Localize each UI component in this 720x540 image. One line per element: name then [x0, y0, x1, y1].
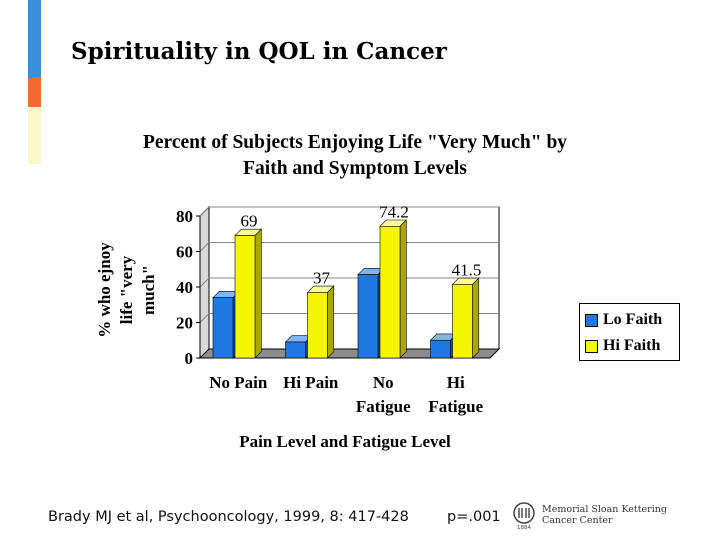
logo-line-2: Cancer Center: [542, 515, 613, 526]
y-axis-label: much": [139, 265, 158, 315]
chart-title: Percent of Subjects Enjoying Life "Very …: [100, 130, 610, 182]
gridline-depth: [199, 277, 210, 288]
bar: [285, 341, 306, 359]
data-label: 37: [313, 268, 331, 287]
accent-bar-orange: [28, 77, 41, 107]
x-tick-label: No Pain: [209, 373, 268, 392]
x-tick-label: Fatigue: [428, 397, 483, 416]
y-tick-label: 60: [176, 243, 193, 262]
bar: [212, 297, 234, 359]
x-tick-label: Fatigue: [356, 397, 411, 416]
accent-bar-blue: [28, 0, 41, 77]
accent-bar-cream: [28, 107, 41, 164]
slide-title: Spirituality in QOL in Cancer: [71, 38, 447, 65]
gridline-depth: [199, 242, 210, 252]
data-label: 74.2: [379, 202, 409, 221]
logo-line-1: Memorial Sloan Kettering: [542, 504, 667, 515]
chart-title-line-1: Percent of Subjects Enjoying Life "Very …: [142, 132, 568, 153]
bar-side: [327, 285, 335, 359]
citation: Brady MJ et al, Psychooncology, 1999, 8:…: [48, 509, 409, 525]
legend-swatch-lo-faith: [585, 313, 598, 327]
mskcc-logo: 1884 Memorial Sloan Kettering Cancer Cen…: [512, 498, 672, 532]
bar: [234, 235, 256, 359]
legend-swatch-hi-faith: [585, 339, 598, 353]
bar: [379, 225, 401, 359]
legend-label-lo-faith: Lo Faith: [603, 311, 663, 328]
x-axis-label: Pain Level and Fatigue Level: [239, 432, 451, 451]
x-tick-label: Hi Pain: [283, 373, 339, 392]
mskcc-seal-icon: 1884: [513, 502, 535, 530]
x-tick-label: Hi: [447, 373, 465, 392]
y-tick-label: 20: [176, 314, 193, 333]
legend-item-lo-faith: Lo Faith: [585, 310, 662, 330]
bar: [430, 339, 451, 359]
x-tick-label: No: [373, 373, 394, 392]
y-axis-label: % who ejnoy: [95, 242, 114, 338]
data-label: 69: [241, 212, 258, 231]
data-label: 41.5: [452, 260, 482, 279]
bar: [452, 284, 473, 359]
y-axis-label: life "very: [117, 255, 136, 324]
legend-item-hi-faith: Hi Faith: [585, 336, 660, 356]
gridline-depth: [199, 313, 210, 323]
bar-side: [399, 219, 407, 359]
bar-side: [254, 228, 262, 359]
bar: [307, 292, 328, 359]
p-value: p=.001: [447, 509, 501, 525]
y-tick-label: 40: [176, 278, 193, 297]
chart-legend: Lo Faith Hi Faith: [579, 303, 680, 361]
y-tick-label: 80: [176, 207, 193, 226]
legend-label-hi-faith: Hi Faith: [603, 337, 661, 354]
bar: [357, 274, 379, 359]
logo-year: 1884: [517, 525, 531, 530]
gridline-depth: [199, 206, 210, 217]
y-tick-label: 0: [185, 349, 194, 368]
bar-side: [472, 277, 480, 359]
chart-title-line-2: Faith and Symptom Levels: [243, 158, 467, 179]
logo-text: Memorial Sloan Kettering Cancer Center: [542, 504, 667, 526]
